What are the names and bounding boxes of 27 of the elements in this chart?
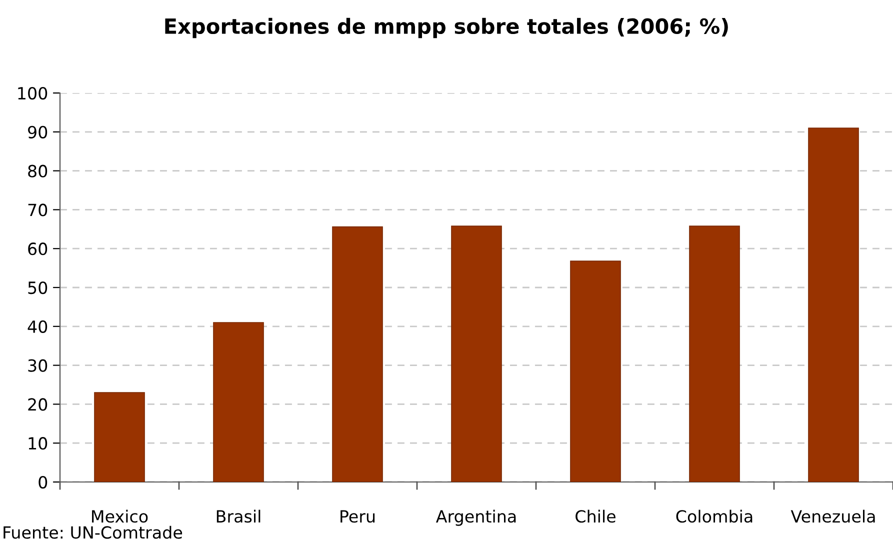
bar: [332, 226, 383, 482]
x-tick-label: Venezuela: [790, 510, 875, 523]
x-tick-label: Mexico: [92, 510, 148, 523]
y-tick-label: 40: [28, 320, 48, 333]
y-tick-label: 90: [28, 126, 48, 138]
y-tick-label: 0: [38, 476, 48, 489]
y-tick-label: 80: [28, 164, 48, 178]
x-tick-label: Argentina: [436, 510, 516, 526]
x-tick-label: Brasil: [216, 510, 260, 523]
chart-title: Exportaciones de mmpp sobre totales (2006; %): [165, 18, 728, 38]
y-tick-label: 100: [18, 86, 48, 100]
source-note: Fuente: UN-Comtrade: [4, 526, 182, 539]
bar: [570, 260, 621, 482]
bar: [689, 226, 740, 482]
x-tick-label: Peru: [340, 510, 375, 523]
x-tick-label: Chile: [576, 510, 616, 523]
y-tick-label: 30: [28, 359, 48, 372]
bar: [808, 128, 859, 482]
y-tick-label: 20: [28, 398, 48, 411]
bar: [451, 226, 502, 482]
y-tick-label: 50: [28, 281, 48, 294]
y-tick-label: 60: [28, 242, 48, 256]
y-tick-label: 70: [28, 204, 48, 216]
bar: [94, 392, 145, 482]
x-tick-label: Colombia: [676, 510, 752, 523]
y-tick-label: 10: [28, 437, 48, 450]
bar: [213, 322, 264, 482]
